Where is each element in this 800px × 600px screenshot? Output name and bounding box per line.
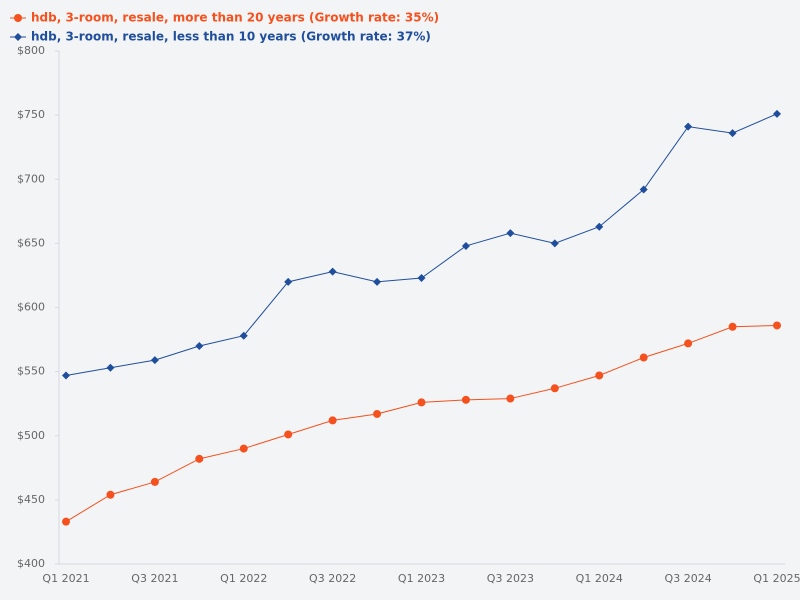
y-tick-label: $700	[17, 172, 45, 185]
legend-label: hdb, 3-room, resale, less than 10 years …	[31, 30, 431, 44]
data-point	[62, 371, 70, 380]
x-tick-label: Q1 2022	[220, 572, 267, 585]
data-point	[373, 409, 382, 418]
y-tick-label: $500	[17, 429, 45, 442]
data-point	[106, 363, 115, 372]
y-tick-label: $550	[17, 365, 45, 378]
x-tick-label: Q3 2021	[131, 572, 178, 585]
y-tick-label: $400	[17, 557, 45, 570]
data-point	[373, 277, 382, 286]
data-point	[461, 395, 470, 404]
y-tick-label: $750	[17, 108, 45, 121]
data-point	[639, 353, 648, 362]
data-point	[284, 277, 293, 286]
y-tick-label: $450	[17, 493, 45, 506]
data-point	[328, 267, 337, 276]
data-point	[195, 454, 204, 463]
data-point	[728, 129, 737, 138]
y-tick-label: $800	[17, 44, 45, 57]
x-tick-label: Q1 2025	[753, 572, 800, 585]
data-point	[684, 122, 693, 131]
x-tick-label: Q3 2022	[309, 572, 356, 585]
data-point	[550, 384, 559, 393]
data-point	[284, 430, 293, 439]
series-line	[65, 113, 778, 376]
x-tick-label: Q3 2023	[487, 572, 534, 585]
data-point	[239, 331, 248, 340]
data-point	[195, 341, 204, 350]
legend-marker	[14, 14, 22, 22]
x-tick-label: Q3 2024	[665, 572, 712, 585]
x-tick-label: Q1 2023	[398, 572, 445, 585]
data-point	[773, 321, 781, 330]
y-tick-label: $650	[17, 236, 45, 249]
y-tick-label: $600	[17, 301, 45, 314]
data-point	[417, 274, 426, 283]
data-point	[150, 356, 159, 365]
data-point	[773, 109, 781, 118]
data-point	[106, 490, 115, 499]
data-point	[506, 229, 515, 238]
data-point	[595, 222, 604, 231]
x-tick-label: Q1 2021	[42, 572, 89, 585]
data-point	[62, 517, 70, 526]
data-point	[506, 394, 515, 403]
data-point	[639, 185, 648, 194]
data-point	[550, 239, 559, 248]
data-point	[417, 398, 426, 407]
data-point	[150, 477, 159, 486]
legend-marker	[14, 33, 22, 41]
x-tick-label: Q1 2024	[576, 572, 623, 585]
data-point	[728, 322, 737, 331]
data-point	[461, 241, 470, 250]
data-point	[684, 339, 693, 348]
data-point	[595, 371, 604, 380]
legend-label: hdb, 3-room, resale, more than 20 years …	[31, 11, 439, 25]
data-point	[328, 416, 337, 425]
data-point	[239, 444, 248, 453]
